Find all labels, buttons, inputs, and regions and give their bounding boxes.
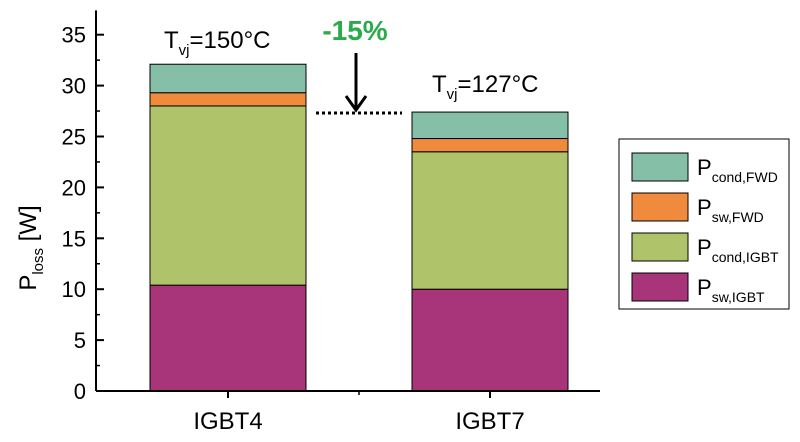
- bar-igbt4-cond-fwd: [149, 63, 307, 94]
- bars-group: [149, 63, 569, 392]
- y-tick-label: 15: [62, 226, 86, 251]
- bar-igbt7-cond-fwd: [411, 111, 569, 140]
- y-tick-label: 25: [62, 125, 86, 150]
- y-tick-label: 5: [74, 328, 86, 353]
- legend-swatch-cond-fwd: [631, 152, 689, 182]
- x-tick-label-igbt7: IGBT7: [455, 408, 524, 435]
- bar-igbt7-cond-igbt: [411, 151, 569, 290]
- legend-label-cond-fwd: Pcond,FWD: [697, 155, 778, 185]
- y-axis-label: Ploss [W]: [15, 205, 47, 290]
- axes-group: 0 5 10 15 20 25 30 35 IGBT4 IGBT7: [62, 10, 600, 435]
- legend-swatch-sw-fwd: [631, 192, 689, 222]
- legend: Pcond,FWD Psw,FWD Pcond,IGBT Psw,IGBT: [618, 138, 790, 310]
- igbt7-temp-sub: vj: [447, 86, 458, 103]
- bar-igbt4-sw-igbt: [149, 284, 307, 392]
- legend-label-sw-igbt: Psw,IGBT: [697, 275, 765, 305]
- legend-swatch-cond-igbt: [631, 232, 689, 262]
- y-tick-label: 10: [62, 277, 86, 302]
- igbt4-temp-sub: vj: [179, 42, 190, 59]
- y-tick-label: 30: [62, 74, 86, 99]
- bar-igbt4-sw-fwd: [149, 92, 307, 107]
- bar-igbt7-sw-fwd: [411, 138, 569, 153]
- y-axis-label-sub: loss: [30, 248, 47, 275]
- igbt7-temp-base: T: [432, 71, 447, 98]
- igbt7-temp-value: =127°C: [458, 71, 539, 98]
- y-tick-label: 0: [74, 379, 86, 404]
- bar-igbt4-cond-igbt: [149, 105, 307, 286]
- legend-label-sw-fwd: Psw,FWD: [697, 195, 764, 225]
- y-axis-label-base: P: [15, 275, 42, 291]
- igbt4-temp-value: =150°C: [190, 27, 271, 54]
- igbt7-temp-annotation: Tvj=127°C: [432, 71, 539, 103]
- y-axis-label-suffix: [W]: [15, 205, 42, 248]
- legend-label-cond-igbt: Pcond,IGBT: [697, 235, 779, 265]
- y-tick-label: 20: [62, 175, 86, 200]
- bar-igbt7-sw-igbt: [411, 288, 569, 392]
- reduction-arrow-head: [344, 95, 368, 113]
- reduction-percent-label: -15%: [322, 15, 387, 46]
- igbt4-temp-annotation: Tvj=150°C: [164, 27, 271, 59]
- x-tick-label-igbt4: IGBT4: [193, 408, 262, 435]
- y-tick-label: 35: [62, 23, 86, 48]
- igbt4-temp-base: T: [164, 27, 179, 54]
- legend-swatch-sw-igbt: [631, 272, 689, 302]
